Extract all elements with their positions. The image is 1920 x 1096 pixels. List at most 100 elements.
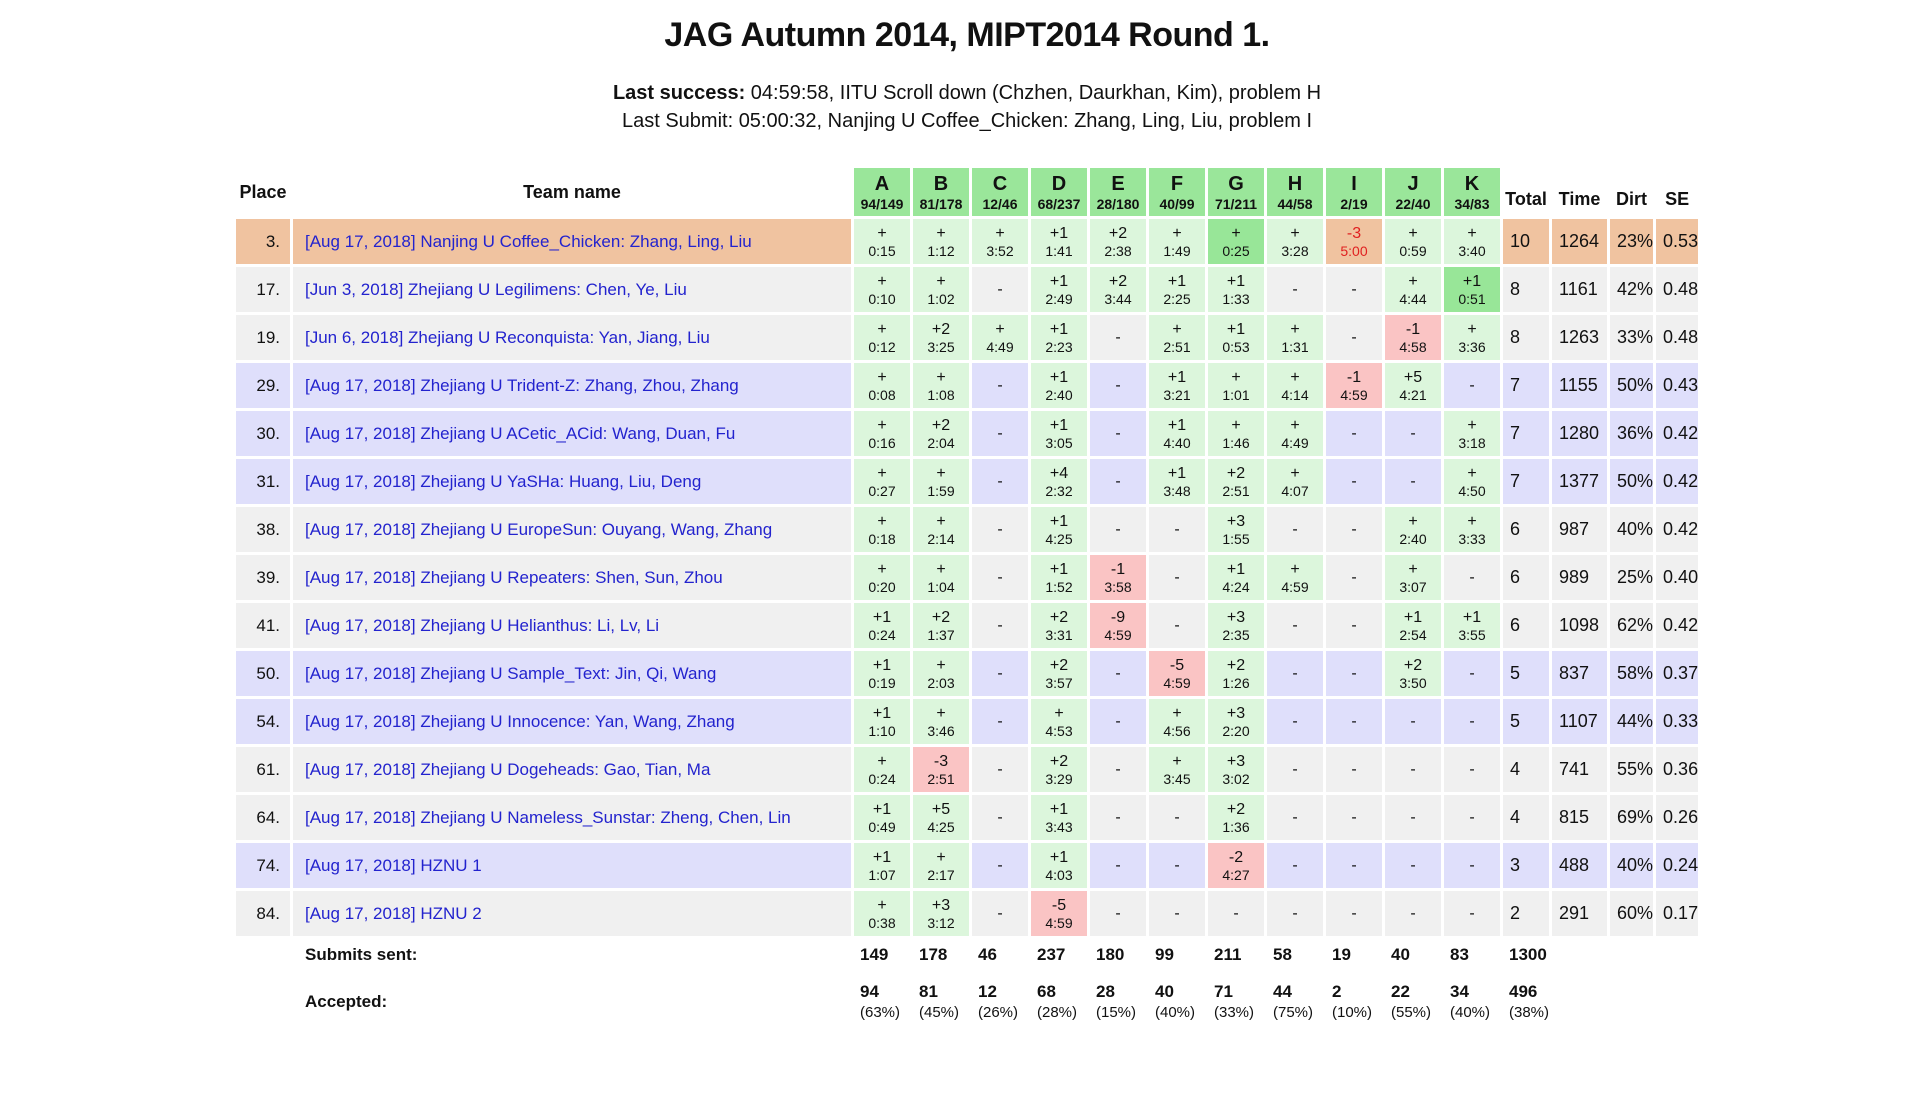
problem-cell-b: +2:17	[913, 843, 969, 888]
problem-solved-ratio: 44/58	[1277, 195, 1313, 212]
place-cell: 39.	[236, 555, 290, 600]
problem-cell-j: -	[1385, 459, 1441, 504]
attempt-count: -5	[1169, 656, 1185, 674]
team-name-link[interactable]: [Aug 17, 2018] Zhejiang U Helianthus: Li…	[293, 603, 851, 648]
team-row: 38. [Aug 17, 2018] Zhejiang U EuropeSun: …	[236, 507, 1699, 552]
empty-cell	[1552, 974, 1607, 1030]
team-name-link[interactable]: [Jun 6, 2018] Zhejiang U Reconquista: Ya…	[293, 315, 851, 360]
solve-time: 4:44	[1399, 290, 1427, 307]
attempt-count: +	[1467, 320, 1477, 338]
attempt-count: +1	[1167, 464, 1187, 482]
problem-solved-ratio: 34/83	[1454, 195, 1490, 212]
attempt-count: +	[936, 224, 946, 242]
team-name-link[interactable]: [Aug 17, 2018] Nanjing U Coffee_Chicken:…	[293, 219, 851, 264]
solve-time: 0:38	[868, 914, 896, 931]
problem-cell-a: +1 0:19	[854, 651, 910, 696]
solve-time: 3:45	[1163, 770, 1191, 787]
dirt-cell: 23%	[1610, 219, 1654, 264]
problem-cell-c: -	[972, 459, 1028, 504]
solve-time: 0:25	[1222, 242, 1250, 259]
total-solved-cell: 6	[1503, 603, 1550, 648]
problem-solved-ratio: 40/99	[1159, 195, 1195, 212]
team-name-link[interactable]: [Aug 17, 2018] Zhejiang U ACetic_ACid: W…	[293, 411, 851, 456]
problem-cell-j: +3:07	[1385, 555, 1441, 600]
problem-cell-i: -	[1326, 747, 1382, 792]
team-name-link[interactable]: [Aug 17, 2018] HZNU 1	[293, 843, 851, 888]
problem-header-c: C 12/46	[972, 168, 1028, 216]
solve-time: 0:24	[868, 626, 896, 643]
problem-header-d: D 68/237	[1031, 168, 1087, 216]
team-name-link[interactable]: [Aug 17, 2018] Zhejiang U Dogeheads: Gao…	[293, 747, 851, 792]
solve-time: 3:33	[1458, 530, 1486, 547]
solve-time: 1:31	[1281, 338, 1309, 355]
problem-cell-i: -	[1326, 651, 1382, 696]
attempt-count: -1	[1405, 320, 1421, 338]
se-cell: 0.33	[1656, 699, 1699, 744]
penalty-time-cell: 1263	[1552, 315, 1608, 360]
problem-cell-f: +1 2:25	[1149, 267, 1205, 312]
problem-cell-d: +2 3:57	[1031, 651, 1087, 696]
team-name-link[interactable]: [Aug 17, 2018] Zhejiang U Nameless_Sunst…	[293, 795, 851, 840]
problem-cell-c: -	[972, 699, 1028, 744]
solve-time: 3:43	[1045, 818, 1073, 835]
attempt-count: +1	[1403, 608, 1423, 626]
team-name-link[interactable]: [Aug 17, 2018] HZNU 2	[293, 891, 851, 936]
team-row: 50. [Aug 17, 2018] Zhejiang U Sample_Text…	[236, 651, 1699, 696]
attempt-count: +	[877, 464, 887, 482]
penalty-time-cell: 837	[1552, 651, 1608, 696]
team-name-link[interactable]: [Jun 3, 2018] Zhejiang U Legilimens: Che…	[293, 267, 851, 312]
problem-cell-f: -	[1149, 603, 1205, 648]
team-name-link[interactable]: [Aug 17, 2018] Zhejiang U EuropeSun: Ouy…	[293, 507, 851, 552]
se-cell: 0.26	[1656, 795, 1699, 840]
total-solved-cell: 3	[1503, 843, 1550, 888]
problem-cell-b: +1:08	[913, 363, 969, 408]
stat-header-time: Time	[1558, 189, 1601, 209]
submits-count-j: 40	[1391, 945, 1410, 964]
se-cell: 0.42	[1656, 603, 1699, 648]
attempt-count: -9	[1110, 608, 1126, 626]
problem-cell-k: -	[1444, 651, 1500, 696]
place-cell: 31.	[236, 459, 290, 504]
team-name-link[interactable]: [Aug 17, 2018] Zhejiang U Sample_Text: J…	[293, 651, 851, 696]
solve-time: 2:49	[1045, 290, 1073, 307]
team-name-link[interactable]: [Aug 17, 2018] Zhejiang U Innocence: Yan…	[293, 699, 851, 744]
team-name-link[interactable]: [Aug 17, 2018] Zhejiang U Trident-Z: Zha…	[293, 363, 851, 408]
team-name-link[interactable]: [Aug 17, 2018] Zhejiang U Repeaters: She…	[293, 555, 851, 600]
dirt-cell: 60%	[1610, 891, 1654, 936]
se-cell: 0.53	[1656, 219, 1699, 264]
attempt-count: +1	[872, 704, 892, 722]
last-success-line: Last success: 04:59:58, IITU Scroll down…	[236, 79, 1698, 107]
solve-time: 3:36	[1458, 338, 1486, 355]
accepted-row: Accepted: 94 (63%) 81 (45%) 12 (26%) 68 (28%) 28 (…	[236, 974, 1698, 1030]
submits-total: 1300	[1509, 945, 1547, 964]
team-name-link[interactable]: [Aug 17, 2018] Zhejiang U YaSHa: Huang, …	[293, 459, 851, 504]
accepted-percent: (15%)	[1096, 1004, 1137, 1021]
solve-time: 3:55	[1458, 626, 1486, 643]
attempt-count: +	[1467, 512, 1477, 530]
problem-cell-f: +1 4:40	[1149, 411, 1205, 456]
attempt-count: +1	[1049, 272, 1069, 290]
empty-cell	[236, 939, 290, 971]
problem-solved-ratio: 22/40	[1395, 195, 1431, 212]
attempt-count: +3	[1226, 704, 1246, 722]
problem-cell-j: -	[1385, 795, 1441, 840]
attempt-count: +	[1172, 224, 1182, 242]
problem-cell-e: -	[1090, 459, 1146, 504]
solve-time: 0:24	[868, 770, 896, 787]
problem-letter: I	[1351, 172, 1357, 195]
attempt-count: +	[877, 512, 887, 530]
place-cell: 38.	[236, 507, 290, 552]
penalty-time-cell: 1155	[1552, 363, 1608, 408]
attempt-count: +	[1054, 704, 1064, 722]
submits-count-g: 211	[1214, 945, 1242, 964]
solve-time: 0:18	[868, 530, 896, 547]
solve-time: 2:20	[1222, 722, 1250, 739]
problem-letter: A	[874, 172, 890, 195]
accepted-count-h: 44 (75%)	[1267, 974, 1323, 1030]
dirt-cell: 36%	[1610, 411, 1654, 456]
problem-header-g: G 71/211	[1208, 168, 1264, 216]
solve-time: 1:10	[868, 722, 896, 739]
total-solved-cell: 4	[1503, 747, 1550, 792]
accepted-number: 34	[1450, 982, 1469, 1001]
attempt-count: +2	[1226, 464, 1246, 482]
